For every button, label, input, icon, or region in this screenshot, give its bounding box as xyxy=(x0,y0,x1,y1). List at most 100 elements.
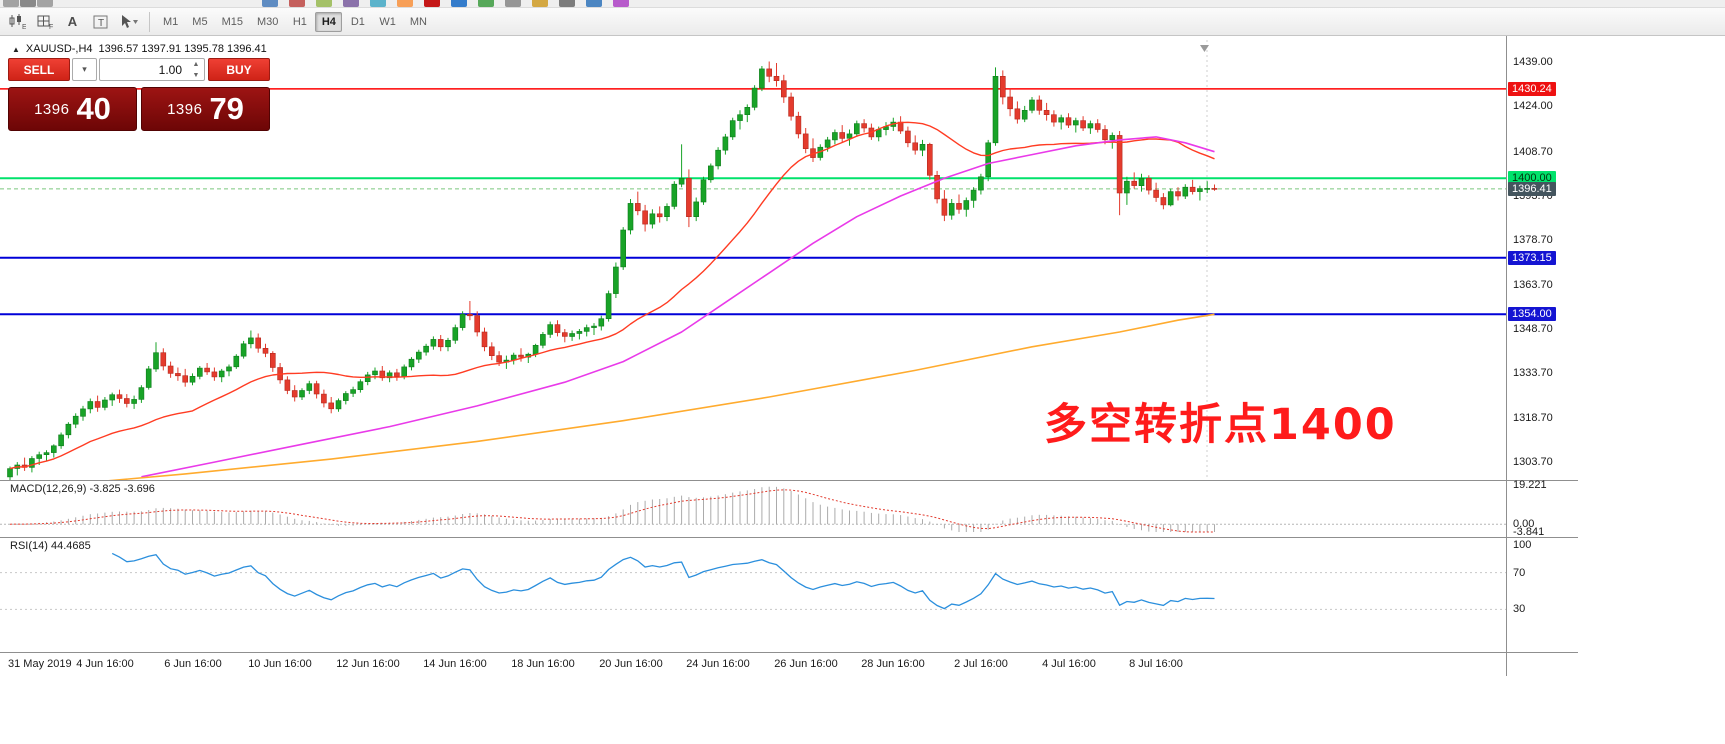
toolbar-separator xyxy=(149,11,150,32)
timeframe-button-w1[interactable]: W1 xyxy=(373,12,402,32)
toolbar-fragment-icon[interactable] xyxy=(559,0,575,7)
time-label: 10 Jun 16:00 xyxy=(248,658,312,670)
collapse-panel-icon[interactable]: ▲ xyxy=(12,44,20,54)
timeframe-button-d1[interactable]: D1 xyxy=(344,12,371,32)
candlestick-chart-icon[interactable]: E xyxy=(3,11,30,33)
toolbar-fragment-icon[interactable] xyxy=(451,0,467,7)
macd-axis-tick: -3.841 xyxy=(1513,526,1545,538)
price-axis-border xyxy=(1506,36,1507,676)
rsi-panel[interactable] xyxy=(0,537,1506,652)
toolbar-fragment-icon[interactable] xyxy=(289,0,305,7)
sell-button[interactable]: SELL xyxy=(8,58,70,81)
toolbar-fragment-icon[interactable] xyxy=(343,0,359,7)
price-tick: 1378.70 xyxy=(1513,234,1553,246)
ma-fast-line xyxy=(9,121,1215,470)
toolbar-fragment-icon[interactable] xyxy=(505,0,521,7)
rsi-name: RSI(14) xyxy=(10,540,48,552)
time-axis[interactable]: 31 May 2019 4 Jun 16:00 6 Jun 16:00 10 Jun … xyxy=(0,652,1506,678)
ohlc-readout: 1396.57 1397.91 1395.78 1396.41 xyxy=(98,43,267,55)
rsi-value: 44.4685 xyxy=(50,540,91,552)
time-label: 31 May 2019 xyxy=(8,658,72,670)
price-tick: 1333.70 xyxy=(1513,367,1553,379)
timeframe-button-m30[interactable]: M30 xyxy=(251,12,284,32)
toolbar-fragment-icon[interactable] xyxy=(424,0,440,7)
timeframe-button-h4[interactable]: H4 xyxy=(315,11,343,32)
time-label: 6 Jun 16:00 xyxy=(164,658,222,670)
bid-price-display[interactable]: 1396 40 xyxy=(8,87,137,131)
candles-group xyxy=(7,61,1218,480)
text-box-icon[interactable]: T xyxy=(87,11,114,33)
price-tick: 1303.70 xyxy=(1513,456,1553,468)
timeframe-button-mn[interactable]: MN xyxy=(404,12,433,32)
price-tick: 1363.70 xyxy=(1513,279,1553,291)
svg-text:F: F xyxy=(49,24,53,30)
volume-field: ▲▼ xyxy=(99,58,205,81)
macd-label: MACD(12,26,9) -3.825 -3.696 xyxy=(10,483,155,495)
one-click-trading-panel: SELL ▾ ▲▼ BUY 1396 40 1396 79 xyxy=(8,58,270,134)
price-tick: 1439.00 xyxy=(1513,56,1553,68)
toolbar-fragment-icon[interactable] xyxy=(316,0,332,7)
order-type-dropdown[interactable]: ▾ xyxy=(72,58,97,81)
svg-text:T: T xyxy=(98,18,104,29)
chart-shift-marker-icon xyxy=(1200,45,1209,52)
panel-divider[interactable] xyxy=(0,480,1578,481)
price-tick: 1424.00 xyxy=(1513,100,1553,112)
time-label: 14 Jun 16:00 xyxy=(423,658,487,670)
volume-input[interactable] xyxy=(100,59,186,80)
toolbar-fragment-icon[interactable] xyxy=(20,0,36,7)
rsi-axis-tick: 70 xyxy=(1513,567,1526,579)
toolbar-fragment-icon[interactable] xyxy=(262,0,278,7)
ask-price-main: 1396 xyxy=(167,100,203,118)
toolbar-fragment-icon[interactable] xyxy=(37,0,53,7)
macd-signal-line xyxy=(9,489,1215,533)
volume-stepper[interactable]: ▲ ▼ xyxy=(190,61,202,80)
grid-icon[interactable]: F xyxy=(31,11,58,33)
svg-text:E: E xyxy=(22,24,26,30)
timeframe-group: M1 M5 M15 M30 H1 H4 D1 W1 MN xyxy=(156,11,434,32)
macd-name: MACD(12,26,9) xyxy=(10,483,87,495)
toolbar-fragment-icon[interactable] xyxy=(3,0,19,7)
toolbar-fragment-icon[interactable] xyxy=(532,0,548,7)
rsi-line xyxy=(111,552,1215,610)
price-badge-1354.00: 1354.00 xyxy=(1508,307,1556,321)
time-label: 2 Jul 16:00 xyxy=(954,658,1008,670)
panel-divider xyxy=(0,652,1578,653)
ma-slow-line xyxy=(108,313,1215,480)
timeframe-button-m5[interactable]: M5 xyxy=(186,12,213,32)
timeframe-button-h1[interactable]: H1 xyxy=(286,12,313,32)
toolbar-fragment-icon[interactable] xyxy=(613,0,629,7)
ask-price-pips: 79 xyxy=(209,91,244,126)
macd-histogram xyxy=(16,486,1215,532)
toolbar-top-cropped xyxy=(0,0,1725,8)
buy-button[interactable]: BUY xyxy=(208,58,270,81)
symbol-title: XAUUSD-,H4 xyxy=(25,43,93,55)
step-down-icon[interactable]: ▼ xyxy=(192,72,200,79)
chart-annotation: 多空转折点1400 xyxy=(1044,400,1397,450)
toolbar-fragment-icon[interactable] xyxy=(478,0,494,7)
macd-panel[interactable] xyxy=(0,480,1506,537)
cursor-tool-icon[interactable] xyxy=(115,11,142,33)
ask-price-display[interactable]: 1396 79 xyxy=(141,87,270,131)
time-label: 8 Jul 16:00 xyxy=(1129,658,1183,670)
macd-axis-tick: 19.221 xyxy=(1513,479,1547,491)
time-label: 28 Jun 16:00 xyxy=(861,658,925,670)
time-label: 18 Jun 16:00 xyxy=(511,658,575,670)
rsi-label: RSI(14) 44.4685 xyxy=(10,540,91,552)
price-tick: 1348.70 xyxy=(1513,323,1553,335)
toolbar-fragment-icon[interactable] xyxy=(370,0,386,7)
main-chart[interactable] xyxy=(0,40,1506,480)
timeframe-button-m15[interactable]: M15 xyxy=(216,12,249,32)
step-up-icon[interactable]: ▲ xyxy=(192,61,200,68)
toolbar-fragment-icon[interactable] xyxy=(397,0,413,7)
toolbar-fragment-icon[interactable] xyxy=(586,0,602,7)
price-badge-1430.24: 1430.24 xyxy=(1508,82,1556,96)
rsi-axis-tick: 100 xyxy=(1513,539,1532,551)
panel-divider[interactable] xyxy=(0,537,1578,538)
time-label: 24 Jun 16:00 xyxy=(686,658,750,670)
text-label-icon[interactable]: A xyxy=(67,14,78,29)
price-badge-1400.00: 1400.00 xyxy=(1508,171,1556,185)
price-axis[interactable]: 1439.00 1424.00 1408.70 1393.70 1378.70 1363.… xyxy=(1506,0,1581,744)
price-badge-1373.15: 1373.15 xyxy=(1508,251,1556,265)
timeframe-button-m1[interactable]: M1 xyxy=(157,12,184,32)
